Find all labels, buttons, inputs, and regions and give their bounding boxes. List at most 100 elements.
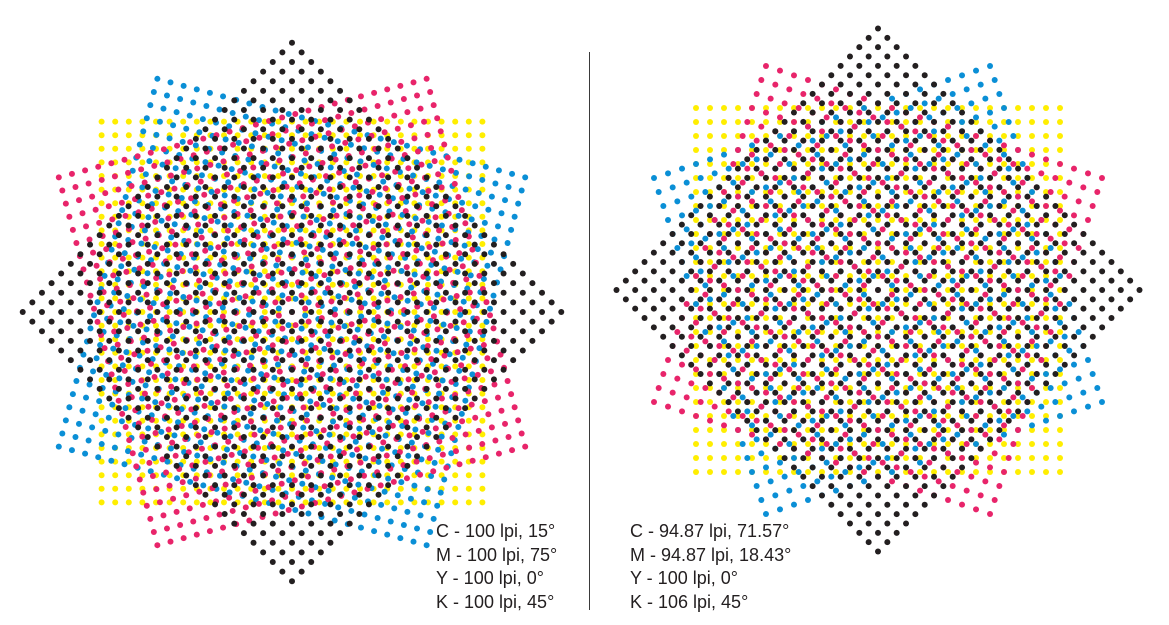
yellow-dot xyxy=(819,133,825,139)
magenta-dot xyxy=(73,240,80,247)
cyan-dot xyxy=(940,156,947,163)
cyan-dot xyxy=(380,178,387,185)
cyan-dot xyxy=(1042,371,1049,378)
yellow-dot xyxy=(735,105,741,111)
magenta-dot xyxy=(362,373,369,380)
magenta-dot xyxy=(163,469,170,476)
black-dot xyxy=(183,376,190,383)
cyan-dot xyxy=(777,132,784,139)
cyan-dot xyxy=(435,235,442,242)
black-dot xyxy=(289,193,295,200)
yellow-dot xyxy=(1015,105,1021,111)
cyan-dot xyxy=(409,228,416,235)
yellow-dot xyxy=(847,385,853,391)
cyan-dot xyxy=(814,291,821,298)
magenta-dot xyxy=(437,128,444,135)
cyan-dot xyxy=(121,461,128,468)
cyan-dot xyxy=(758,450,765,457)
yellow-dot xyxy=(397,118,404,125)
cyan-dot xyxy=(459,199,466,206)
magenta-dot xyxy=(298,292,305,299)
yellow-dot xyxy=(693,119,699,125)
magenta-dot xyxy=(68,170,75,177)
cyan-dot xyxy=(1001,105,1008,112)
yellow-dot xyxy=(973,119,979,125)
magenta-dot xyxy=(334,479,341,486)
cyan-dot xyxy=(203,103,210,110)
yellow-dot xyxy=(707,427,713,433)
cyan-dot xyxy=(497,266,504,273)
black-dot xyxy=(260,318,267,325)
cyan-dot xyxy=(879,441,886,447)
cyan-dot xyxy=(198,172,205,179)
yellow-dot xyxy=(1043,301,1049,307)
yellow-dot xyxy=(903,245,909,251)
cyan-dot xyxy=(763,277,769,284)
cyan-dot xyxy=(987,109,994,116)
cyan-dot xyxy=(432,192,439,199)
yellow-dot xyxy=(819,441,825,447)
black-dot xyxy=(125,318,132,325)
cyan-dot xyxy=(795,235,802,242)
magenta-dot xyxy=(776,67,783,74)
black-dot xyxy=(308,116,315,123)
magenta-dot xyxy=(203,514,210,521)
magenta-dot xyxy=(356,403,363,410)
black-dot xyxy=(183,203,190,210)
black-dot xyxy=(173,347,180,354)
magenta-dot xyxy=(95,163,102,170)
magenta-dot xyxy=(424,131,431,138)
magenta-dot xyxy=(753,324,760,331)
black-dot xyxy=(192,174,199,181)
cyan-dot xyxy=(832,394,839,401)
black-dot xyxy=(77,270,84,277)
cyan-dot xyxy=(459,354,466,361)
black-dot xyxy=(173,270,180,277)
yellow-dot xyxy=(693,245,699,251)
magenta-dot xyxy=(413,458,420,465)
yellow-dot xyxy=(1001,427,1007,433)
magenta-dot xyxy=(772,268,779,275)
cyan-dot xyxy=(394,492,401,499)
magenta-dot xyxy=(108,160,115,167)
cyan-dot xyxy=(846,436,853,443)
magenta-dot xyxy=(397,82,404,89)
magenta-dot xyxy=(417,471,424,478)
yellow-dot xyxy=(777,455,783,461)
yellow-dot xyxy=(819,329,825,335)
yellow-dot xyxy=(1015,385,1021,391)
cyan-dot xyxy=(889,142,896,149)
yellow-dot xyxy=(438,254,445,261)
yellow-dot xyxy=(261,268,268,275)
yellow-dot xyxy=(1057,343,1063,349)
cyan-dot xyxy=(1010,413,1017,420)
yellow-dot xyxy=(411,309,418,315)
magenta-dot xyxy=(351,489,358,496)
magenta-dot xyxy=(851,263,858,270)
yellow-dot xyxy=(357,499,363,506)
magenta-dot xyxy=(455,405,462,412)
black-dot xyxy=(67,357,74,364)
black-dot xyxy=(260,280,267,287)
black-dot xyxy=(154,405,161,412)
cyan-dot xyxy=(247,255,254,262)
magenta-dot xyxy=(832,179,839,186)
yellow-dot xyxy=(749,301,755,307)
magenta-dot xyxy=(250,375,257,382)
black-dot xyxy=(202,434,209,441)
yellow-dot xyxy=(791,105,797,111)
cyan-dot xyxy=(430,515,437,522)
yellow-dot xyxy=(1001,147,1007,153)
yellow-dot xyxy=(777,231,783,237)
yellow-dot xyxy=(973,469,979,475)
magenta-dot xyxy=(291,266,298,273)
cyan-dot xyxy=(424,486,431,493)
black-dot xyxy=(115,366,122,373)
yellow-dot xyxy=(1057,119,1063,125)
black-dot xyxy=(356,260,363,267)
yellow-dot xyxy=(1043,441,1049,447)
black-dot xyxy=(260,241,267,248)
cyan-dot xyxy=(325,121,332,128)
black-dot xyxy=(106,395,113,402)
magenta-dot xyxy=(312,344,319,351)
